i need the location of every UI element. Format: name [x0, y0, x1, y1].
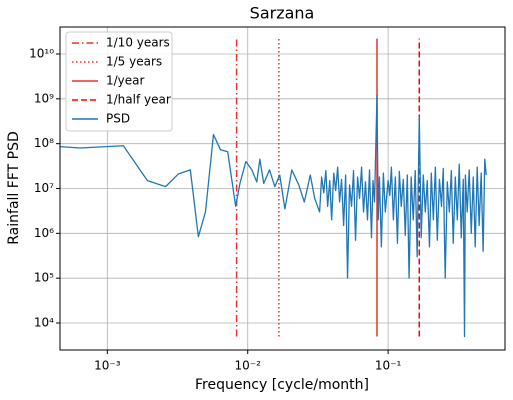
y-tick-label: 10⁷: [34, 181, 54, 195]
y-axis-label: Rainfall FFT PSD: [6, 131, 22, 244]
plot-frame: [59, 26, 506, 351]
x-axis-label: Frequency [cycle/month]: [195, 377, 369, 393]
legend-label: 1/5 years: [106, 55, 162, 69]
psd-line: [60, 94, 487, 338]
y-tick-label: 10¹⁰: [29, 46, 54, 60]
chart-title: Sarzana: [250, 4, 315, 23]
legend-label: 1/year: [106, 74, 145, 88]
x-tick-label: 10⁻³: [94, 359, 121, 373]
legend-box: [65, 31, 173, 132]
y-tick-label: 10⁵: [34, 271, 54, 285]
legend-label: 1/half year: [106, 93, 171, 107]
y-tick-label: 10⁴: [34, 316, 54, 330]
x-tick-label: 10⁻²: [235, 359, 262, 373]
y-tick-label: 10⁸: [34, 136, 54, 150]
y-tick-label: 10⁶: [34, 226, 54, 240]
y-tick-label: 10⁹: [34, 91, 54, 105]
legend-label: PSD: [106, 112, 130, 126]
x-tick-label: 10⁻¹: [375, 359, 402, 373]
legend-label: 1/10 years: [106, 36, 170, 50]
